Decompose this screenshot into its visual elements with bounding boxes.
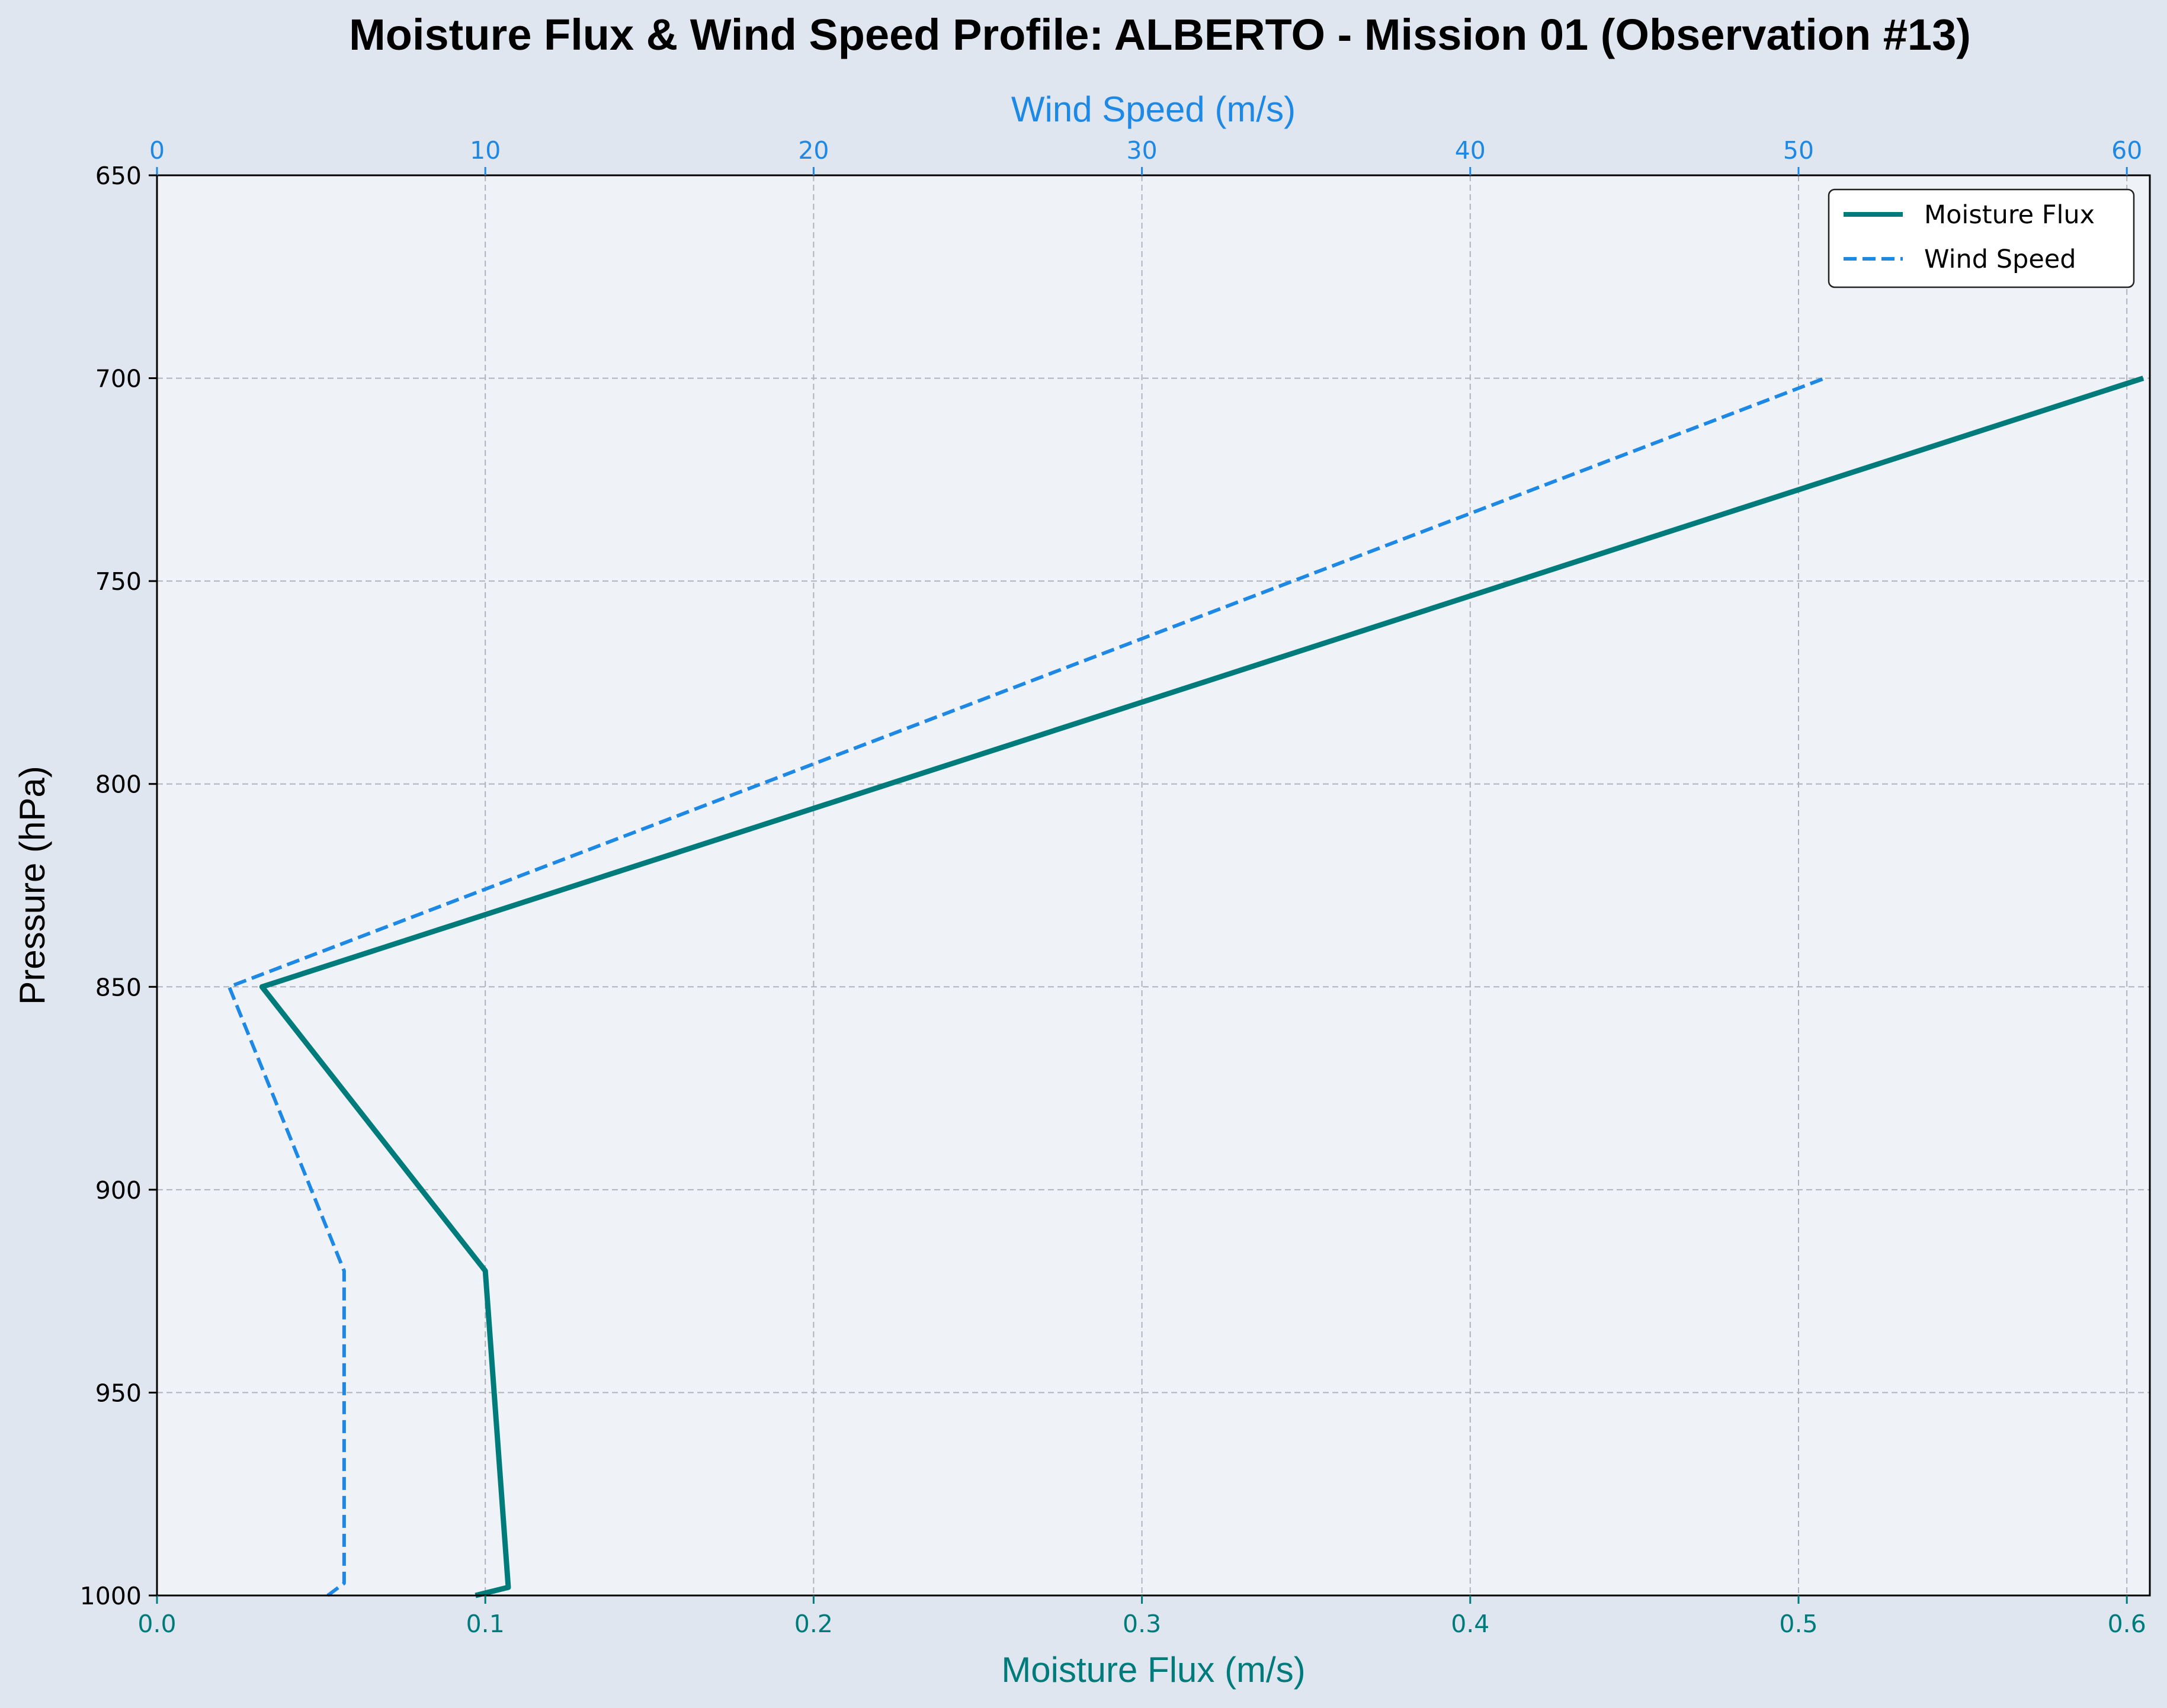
top-x-tick-label: 60	[2111, 136, 2142, 165]
top-x-tick-label: 50	[1783, 136, 1814, 165]
legend: Moisture Flux Wind Speed	[1828, 188, 2135, 288]
top-x-tick-label: 0	[149, 136, 165, 165]
top-x-tick-label: 20	[798, 136, 829, 165]
plot-frame	[156, 174, 2151, 1597]
bottom-x-axis-label: Moisture Flux (m/s)	[1001, 1650, 1305, 1690]
y-axis-label: Pressure (hPa)	[12, 766, 52, 1004]
legend-box	[1828, 188, 2135, 288]
y-tick-label: 650	[95, 162, 142, 190]
bottom-x-tick-label: 0.2	[794, 1610, 833, 1638]
series-line-wind-speed	[227, 376, 1826, 1597]
legend-label-moisture-flux: Moisture Flux	[1924, 200, 2095, 230]
top-x-tick-label: 10	[470, 136, 501, 165]
top-x-tick-label: 40	[1455, 136, 1486, 165]
bottom-x-tick-label: 0.5	[1779, 1610, 1817, 1638]
series-layer	[227, 375, 2144, 1598]
top-x-axis-label: Wind Speed (m/s)	[1011, 89, 1296, 129]
bottom-x-tick-label: 0.1	[466, 1610, 505, 1638]
y-tick-label: 750	[95, 567, 142, 596]
y-tick-label: 950	[95, 1379, 142, 1407]
y-tick-label: 700	[95, 365, 142, 393]
plot-area	[157, 175, 2150, 1595]
top-x-tick-label: 30	[1127, 136, 1158, 165]
bottom-x-tick-label: 0.4	[1451, 1610, 1489, 1638]
y-tick-label: 900	[95, 1176, 142, 1205]
y-tick-label: 800	[95, 770, 142, 799]
y-tick-label: 1000	[80, 1582, 142, 1610]
legend-label-wind-speed: Wind Speed	[1924, 245, 2076, 274]
chart-title: Moisture Flux & Wind Speed Profile: ALBE…	[349, 10, 1971, 59]
y-tick-label: 850	[95, 973, 142, 1001]
axis-ticks: 0.0 0.1 0.2 0.3 0.4 0.5 0.6 0 10 20 30 40 50 60 650 700…	[80, 136, 2146, 1638]
bottom-x-tick-label: 0.3	[1123, 1610, 1161, 1638]
bottom-x-tick-label: 0.0	[137, 1610, 176, 1638]
bottom-x-tick-label: 0.6	[2108, 1610, 2146, 1638]
series-line-moisture-flux	[259, 375, 2144, 1598]
